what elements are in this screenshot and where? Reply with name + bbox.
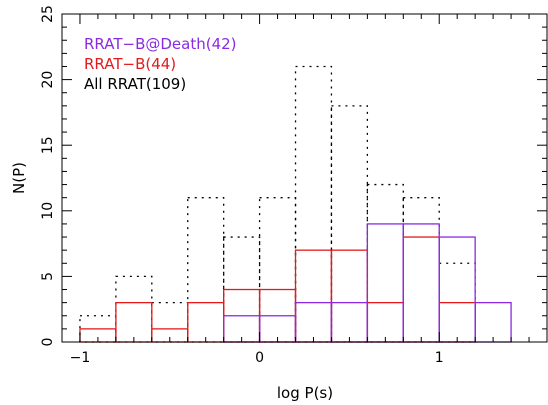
x-tick-label: 0: [255, 350, 264, 366]
histogram-bar: [294, 301, 333, 343]
histogram-bar: [402, 223, 440, 343]
histogram-bar: [151, 301, 189, 343]
y-tick-label: 25: [40, 5, 56, 23]
series-layer: [79, 65, 512, 343]
legend-entry: All RRAT(109): [84, 75, 186, 93]
histogram-bar: [294, 65, 333, 343]
y-axis-title: N(P): [10, 162, 28, 194]
x-tick-label: 1: [435, 350, 444, 366]
histogram-bar: [115, 275, 153, 343]
histogram-bar: [438, 236, 476, 343]
histogram-bar: [115, 301, 153, 343]
y-tick-label: 20: [40, 71, 56, 89]
x-axis-title: log P(s): [277, 384, 333, 402]
y-tick-label: 5: [40, 272, 56, 281]
y-tick-label: 0: [40, 338, 56, 347]
x-tick-label: −1: [70, 350, 91, 366]
y-tick-label: 15: [40, 136, 56, 154]
histogram-bar: [187, 197, 225, 343]
histogram-bar: [474, 301, 512, 343]
y-tick-label: 10: [40, 202, 56, 220]
series-all-rrat-109: [79, 65, 476, 343]
histogram-bar: [366, 301, 404, 343]
histogram-bar: [330, 105, 369, 343]
histogram-bar: [366, 183, 404, 343]
histogram-bar: [402, 236, 440, 343]
plot-frame: [61, 13, 548, 343]
histogram-bar: [294, 249, 333, 343]
histogram-bar: [402, 197, 440, 343]
histogram-bar: [330, 249, 369, 343]
histogram-bar: [366, 223, 404, 343]
legend-entry: RRAT−B@Death(42): [84, 35, 237, 53]
histogram-bar: [187, 301, 225, 343]
histogram-bar: [258, 197, 297, 343]
series-rrat-b-death-42: [223, 223, 512, 343]
histogram-bar: [438, 301, 476, 343]
legend-entry: RRAT−B(44): [84, 55, 176, 73]
histogram-bar: [330, 301, 369, 343]
legend: RRAT−B@Death(42) RRAT−B(44) All RRAT(109): [84, 35, 237, 93]
series-rrat-b-44: [79, 236, 476, 343]
